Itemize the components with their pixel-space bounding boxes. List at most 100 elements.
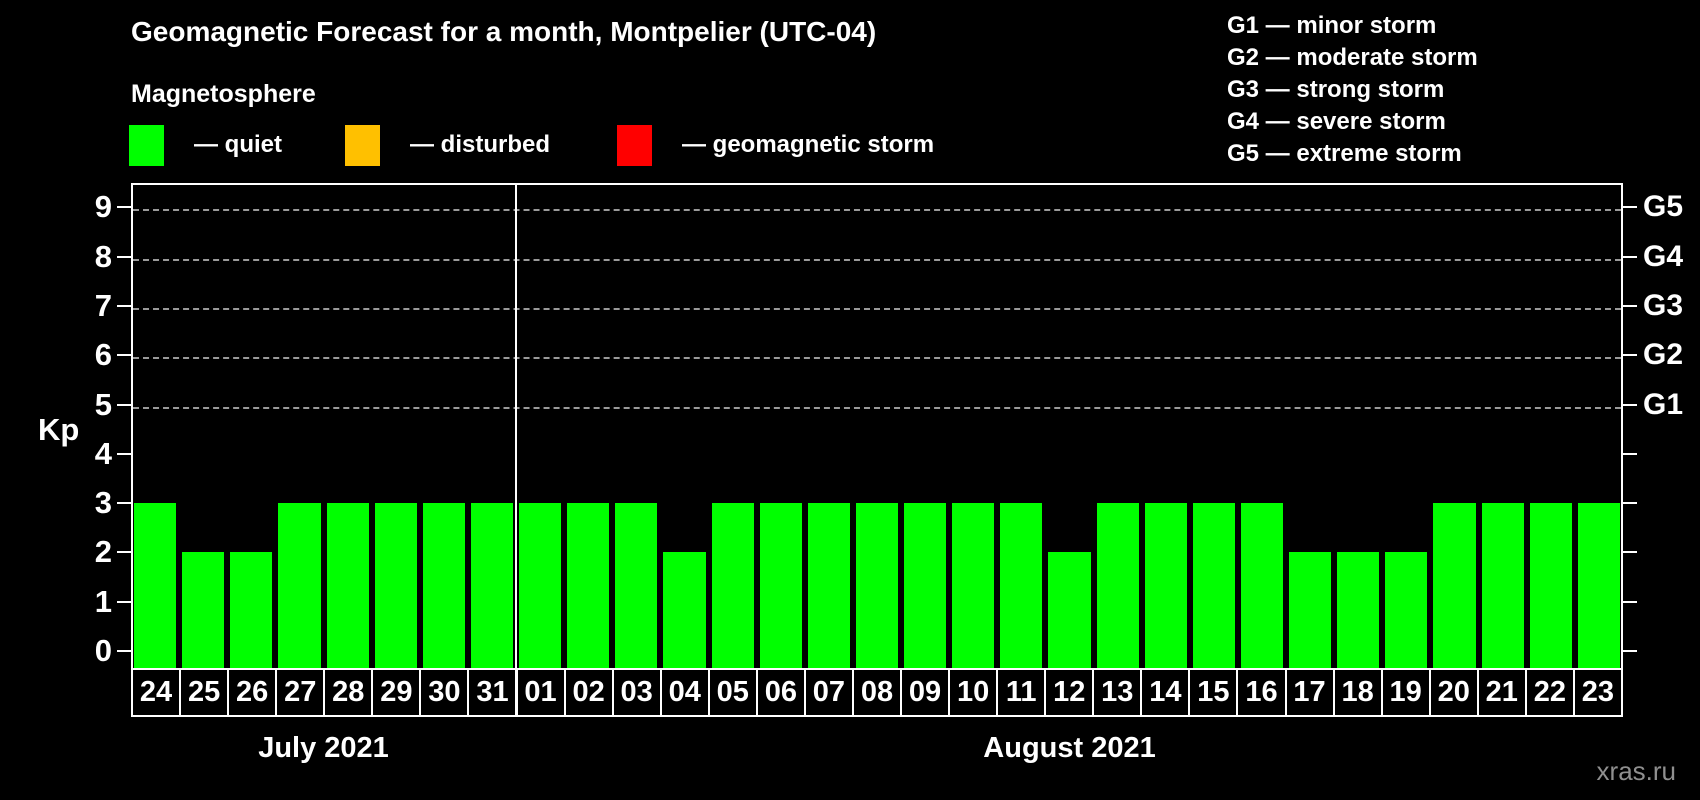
kp-bar-day-28 bbox=[326, 503, 369, 668]
date-label-30: 30 bbox=[421, 670, 470, 715]
date-label-02: 02 bbox=[566, 670, 614, 715]
date-label-24: 24 bbox=[133, 670, 182, 715]
right-axis-label-g2: G2 bbox=[1643, 338, 1684, 372]
date-label-08: 08 bbox=[854, 670, 902, 715]
kp-bar-day-16 bbox=[1240, 503, 1284, 668]
date-label-29: 29 bbox=[373, 670, 422, 715]
y-tick-label-3: 3 bbox=[94, 485, 112, 521]
right-axis-label-g4: G4 bbox=[1643, 239, 1684, 273]
magnetosphere-legend-title: Magnetosphere bbox=[131, 80, 316, 108]
y-tick-label-6: 6 bbox=[94, 337, 112, 373]
kp-bar-day-19 bbox=[1385, 552, 1428, 668]
kp-bar-day-23 bbox=[1577, 503, 1620, 668]
gscale-legend-g4: G4 — severe storm bbox=[1227, 108, 1446, 135]
month-separator bbox=[515, 183, 518, 717]
right-tick-kp-1 bbox=[1623, 600, 1637, 603]
date-label-11: 11 bbox=[998, 670, 1047, 715]
gscale-legend: G1 — minor storm G2 — moderate storm G3 … bbox=[1227, 10, 1478, 170]
right-tick-kp-9 bbox=[1623, 206, 1637, 209]
date-label-12: 12 bbox=[1046, 670, 1095, 715]
kp-bar-day-15 bbox=[1192, 503, 1235, 668]
date-label-17: 17 bbox=[1287, 670, 1335, 715]
date-label-07: 07 bbox=[806, 670, 854, 715]
date-label-06: 06 bbox=[758, 670, 806, 715]
date-label-22: 22 bbox=[1527, 670, 1575, 715]
kp-bar-day-07 bbox=[807, 503, 850, 668]
gscale-legend-g5: G5 — extreme storm bbox=[1227, 140, 1462, 167]
kp-bar-day-31 bbox=[470, 503, 514, 668]
plot-area bbox=[131, 183, 1623, 668]
right-tick-kp-7 bbox=[1623, 304, 1637, 307]
left-tick-kp-8 bbox=[117, 255, 131, 258]
gridline-kp-7 bbox=[133, 307, 1621, 310]
y-tick-label-1: 1 bbox=[94, 583, 112, 619]
date-label-31: 31 bbox=[469, 670, 518, 715]
kp-bar-day-14 bbox=[1144, 503, 1187, 668]
kp-bar-day-25 bbox=[182, 552, 225, 668]
gscale-legend-g1: G1 — minor storm bbox=[1227, 12, 1437, 39]
kp-bar-day-27 bbox=[278, 503, 321, 668]
left-tick-kp-4 bbox=[117, 452, 131, 455]
date-label-15: 15 bbox=[1190, 670, 1239, 715]
date-label-23: 23 bbox=[1581, 676, 1615, 708]
chart-title: Geomagnetic Forecast for a month, Montpe… bbox=[131, 16, 877, 47]
y-tick-label-2: 2 bbox=[94, 534, 112, 570]
kp-bar-day-02 bbox=[567, 503, 610, 668]
date-label-09: 09 bbox=[902, 670, 951, 715]
left-tick-kp-6 bbox=[117, 354, 131, 357]
kp-bar-day-08 bbox=[855, 503, 899, 668]
left-tick-kp-5 bbox=[117, 403, 131, 406]
right-tick-kp-6 bbox=[1623, 354, 1637, 357]
y-axis-title: Kp bbox=[38, 412, 80, 447]
date-label-03: 03 bbox=[614, 670, 662, 715]
left-tick-kp-1 bbox=[117, 600, 131, 603]
kp-bar-day-20 bbox=[1433, 503, 1476, 668]
legend-item-quiet: — quiet bbox=[129, 124, 282, 166]
date-label-21: 21 bbox=[1479, 670, 1527, 715]
kp-bar-day-09 bbox=[904, 503, 947, 668]
left-tick-kp-9 bbox=[117, 206, 131, 209]
date-label-14: 14 bbox=[1142, 670, 1191, 715]
gridline-kp-8 bbox=[133, 258, 1621, 261]
right-tick-kp-0 bbox=[1623, 650, 1637, 652]
legend-item-disturbed: — disturbed bbox=[345, 124, 550, 166]
legend-item-storm: — geomagnetic storm bbox=[617, 124, 934, 166]
storm-color-swatch bbox=[617, 124, 652, 166]
kp-bar-day-12 bbox=[1048, 552, 1091, 668]
kp-bar-day-17 bbox=[1289, 552, 1332, 668]
kp-bar-day-06 bbox=[759, 503, 802, 668]
kp-bar-day-13 bbox=[1096, 503, 1139, 668]
y-tick-label-5: 5 bbox=[94, 386, 112, 422]
gridline-kp-6 bbox=[133, 357, 1621, 360]
gscale-legend-g3: G3 — strong storm bbox=[1227, 76, 1445, 103]
date-label-10: 10 bbox=[950, 670, 999, 715]
y-tick-label-7: 7 bbox=[94, 287, 112, 323]
right-axis-label-g3: G3 bbox=[1643, 288, 1684, 322]
right-axis-label-g1: G1 bbox=[1643, 387, 1684, 421]
left-tick-kp-7 bbox=[117, 304, 131, 307]
right-tick-kp-5 bbox=[1623, 403, 1637, 406]
kp-bar-day-03 bbox=[615, 503, 658, 668]
y-tick-label-9: 9 bbox=[94, 189, 112, 225]
date-label-04: 04 bbox=[662, 670, 710, 715]
kp-bar-day-21 bbox=[1481, 503, 1524, 668]
quiet-color-swatch bbox=[129, 124, 164, 166]
date-label-25: 25 bbox=[181, 670, 230, 715]
kp-bar-day-10 bbox=[952, 503, 995, 668]
left-tick-kp-2 bbox=[117, 551, 131, 554]
kp-bar-day-18 bbox=[1337, 552, 1380, 668]
kp-bar-day-24 bbox=[134, 503, 177, 668]
kp-bar-day-26 bbox=[230, 552, 273, 668]
date-label-28: 28 bbox=[325, 670, 374, 715]
date-label-16: 16 bbox=[1238, 670, 1287, 715]
disturbed-color-swatch bbox=[345, 124, 380, 166]
right-tick-kp-4 bbox=[1623, 452, 1637, 455]
date-label-01: 01 bbox=[518, 670, 566, 715]
date-label-18: 18 bbox=[1335, 670, 1383, 715]
date-label-27: 27 bbox=[277, 670, 326, 715]
right-axis-label-g5: G5 bbox=[1643, 190, 1684, 224]
date-label-19: 19 bbox=[1383, 670, 1431, 715]
month-label-1: August 2021 bbox=[983, 732, 1156, 764]
kp-bar-day-29 bbox=[374, 503, 417, 668]
